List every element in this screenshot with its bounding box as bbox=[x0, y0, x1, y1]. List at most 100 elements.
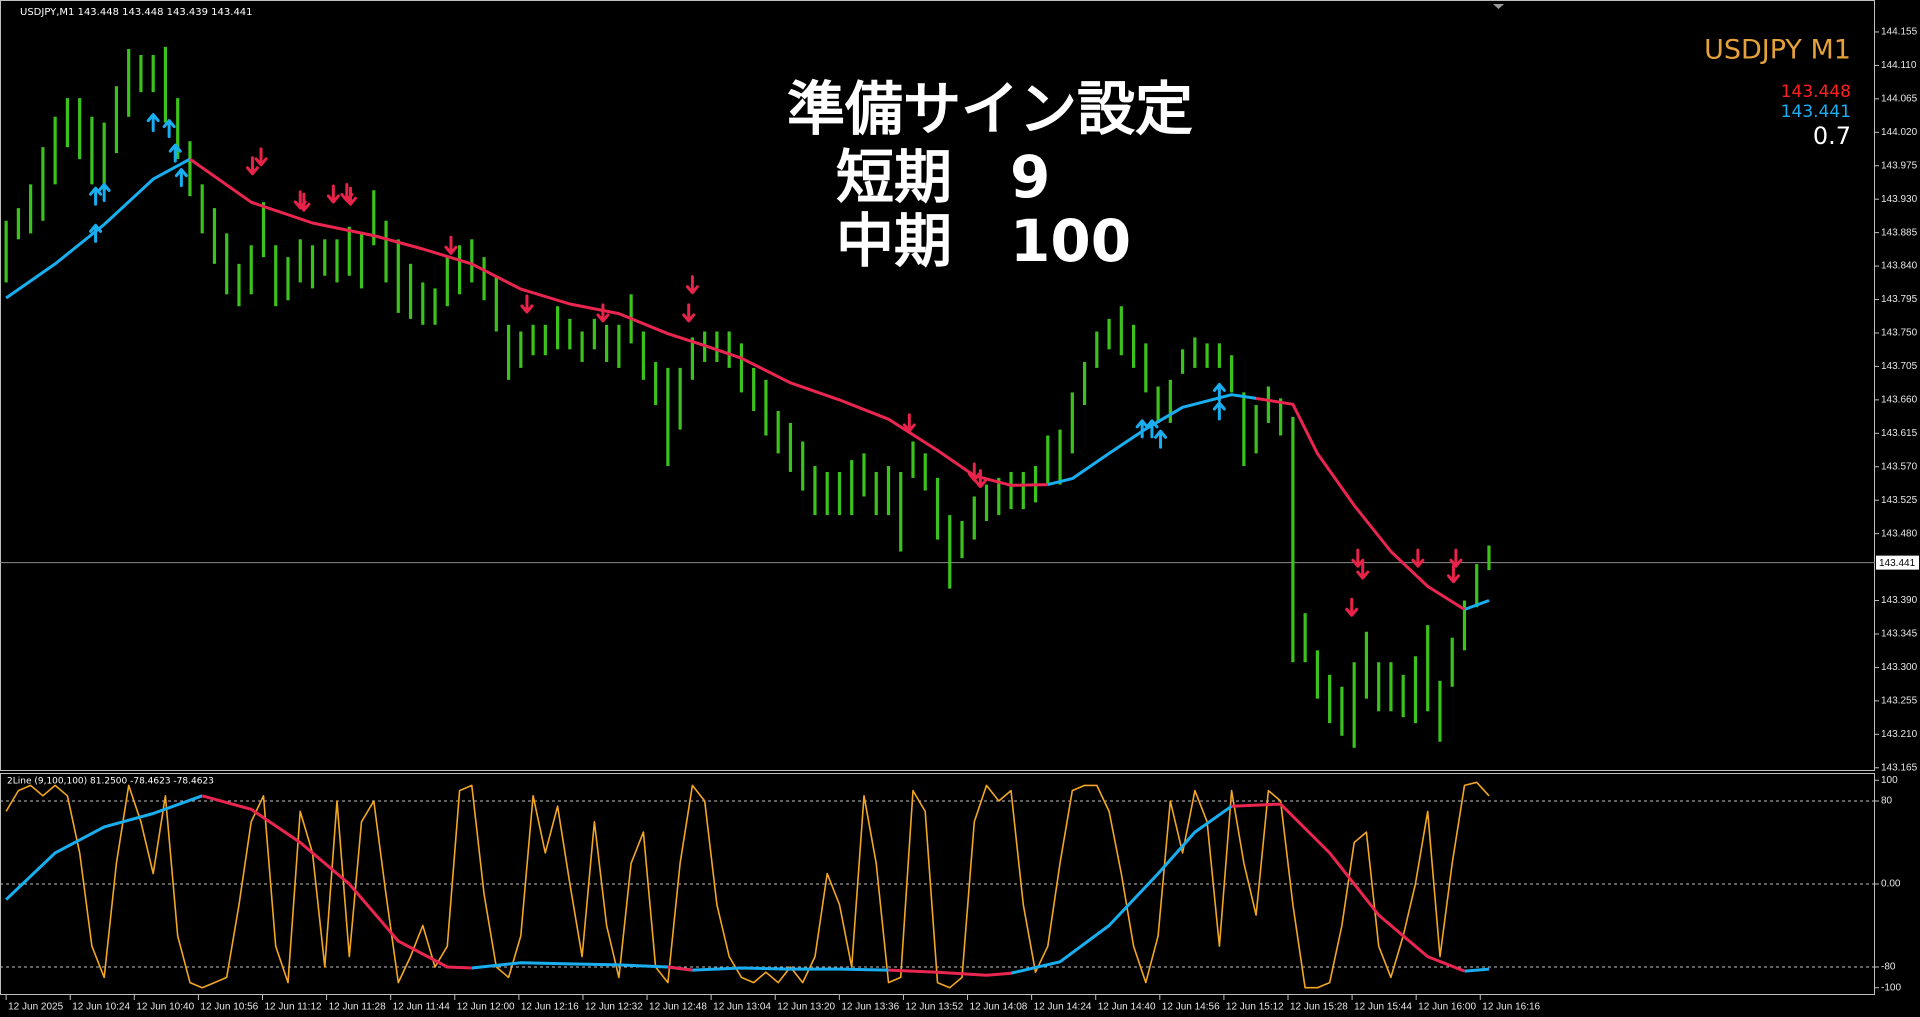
signal-arrow-up bbox=[1145, 419, 1159, 439]
x-tick-label: 12 Jun 14:24 bbox=[1034, 1002, 1092, 1013]
signal-arrow-up bbox=[1135, 419, 1149, 439]
signal-arrow-up bbox=[146, 113, 160, 133]
signal-arrow-down bbox=[1356, 560, 1370, 580]
x-tick-label: 12 Jun 15:44 bbox=[1354, 1002, 1412, 1013]
y-tick-label: 143.165 bbox=[1881, 762, 1918, 773]
y-tick-label: 143.660 bbox=[1881, 395, 1918, 406]
x-tick-label: 12 Jun 10:40 bbox=[136, 1002, 194, 1013]
signal-arrow-down bbox=[254, 147, 268, 167]
current-price-box bbox=[1876, 555, 1919, 570]
y-tick-label: 143.480 bbox=[1881, 528, 1918, 539]
y-tick-label: 143.885 bbox=[1881, 227, 1918, 238]
x-tick-label: 12 Jun 12:00 bbox=[457, 1002, 515, 1013]
x-tick-label: 12 Jun 15:12 bbox=[1226, 1002, 1284, 1013]
signal-arrow-down bbox=[1446, 564, 1460, 584]
signal-arrow-up bbox=[174, 168, 188, 188]
x-tick-label: 12 Jun 12:16 bbox=[521, 1002, 579, 1013]
overlay-title: 準備サイン設定 bbox=[787, 75, 1193, 143]
signal-arrow-down bbox=[245, 156, 259, 176]
y-tick-label: -100 bbox=[1881, 982, 1901, 993]
y-tick-label: 143.705 bbox=[1881, 361, 1918, 372]
signal-arrow-down bbox=[297, 192, 311, 212]
main-pane-border bbox=[0, 0, 1875, 771]
moving-average bbox=[5, 157, 1490, 611]
signal-arrow-up bbox=[1212, 401, 1226, 421]
y-tick-label: 143.975 bbox=[1881, 160, 1918, 171]
info-symbol: USDJPY M1 bbox=[1704, 35, 1851, 66]
y-tick-label: 144.110 bbox=[1881, 60, 1917, 71]
signal-arrow-down bbox=[326, 184, 340, 204]
signal-arrow-up bbox=[1212, 382, 1226, 402]
signal-arrow-down bbox=[973, 469, 987, 489]
x-tick-label: 12 Jun 15:28 bbox=[1290, 1002, 1348, 1013]
x-tick-label: 12 Jun 16:00 bbox=[1418, 1002, 1476, 1013]
signal-arrow-down bbox=[444, 235, 458, 255]
y-tick-label: 144.155 bbox=[1881, 27, 1918, 38]
y-tick-label: 143.570 bbox=[1881, 461, 1918, 472]
symbol-info: USDJPY,M1 143.448 143.448 143.439 143.44… bbox=[20, 7, 253, 18]
signal-arrow-down bbox=[1345, 597, 1359, 617]
current-price-label: 143.441 bbox=[1879, 558, 1916, 569]
x-tick-label: 12 Jun 12:48 bbox=[649, 1002, 707, 1013]
x-tick-label: 12 Jun 10:24 bbox=[72, 1002, 130, 1013]
info-bid: 143.448 bbox=[1781, 82, 1851, 102]
info-ask: 143.441 bbox=[1781, 102, 1851, 122]
overlay-mid: 中期 100 bbox=[836, 207, 1131, 275]
signal-arrow-up bbox=[1154, 429, 1168, 449]
signal-arrow-up bbox=[162, 119, 176, 139]
signal-arrow-down bbox=[520, 294, 534, 314]
y-tick-label: 0.00 bbox=[1881, 879, 1901, 890]
x-tick-label: 12 Jun 12:32 bbox=[585, 1002, 643, 1013]
y-tick-label: 143.390 bbox=[1881, 595, 1918, 606]
overlay-short: 短期 9 bbox=[836, 143, 1050, 211]
signal-arrow-down bbox=[343, 186, 357, 206]
x-tick-label: 12 Jun 13:04 bbox=[713, 1002, 771, 1013]
signal-arrow-down bbox=[1351, 548, 1365, 568]
x-tick-label: 12 Jun 13:36 bbox=[841, 1002, 899, 1013]
y-tick-label: 143.300 bbox=[1881, 662, 1918, 673]
y-tick-label: 144.065 bbox=[1881, 93, 1918, 104]
signal-arrow-down bbox=[685, 275, 699, 295]
moving-average bbox=[189, 157, 1466, 611]
y-tick-label: 143.345 bbox=[1881, 629, 1918, 640]
x-tick-label: 12 Jun 11:12 bbox=[265, 1002, 323, 1013]
y-tick-label: 143.525 bbox=[1881, 495, 1918, 506]
signal-arrow-up bbox=[97, 183, 111, 202]
x-tick-label: 12 Jun 11:44 bbox=[393, 1002, 451, 1013]
y-tick-label: 143.795 bbox=[1881, 294, 1918, 305]
y-tick-label: 143.840 bbox=[1881, 261, 1918, 272]
x-tick-label: 12 Jun 16:16 bbox=[1482, 1002, 1540, 1013]
y-tick-label: 143.210 bbox=[1881, 729, 1918, 740]
y-tick-label: -80 bbox=[1881, 962, 1896, 973]
indicator-label: 2Line (9,100,100) 81.2500 -78.4623 -78.4… bbox=[7, 777, 214, 787]
y-tick-label: 143.750 bbox=[1881, 328, 1918, 339]
slow-line bbox=[201, 794, 1466, 977]
x-tick-label: 12 Jun 14:08 bbox=[970, 1002, 1028, 1013]
x-tick-label: 12 Jun 13:20 bbox=[777, 1002, 835, 1013]
signal-arrow-up bbox=[89, 186, 103, 206]
signal-arrow-up bbox=[89, 223, 103, 243]
fast-line bbox=[5, 781, 1490, 989]
x-tick-label: 12 Jun 10:56 bbox=[200, 1002, 258, 1013]
y-tick-label: 144.020 bbox=[1881, 127, 1918, 138]
x-tick-label: 12 Jun 11:28 bbox=[329, 1002, 387, 1013]
y-tick-label: 143.930 bbox=[1881, 194, 1918, 205]
y-tick-label: 143.615 bbox=[1881, 428, 1918, 439]
y-tick-label: 143.255 bbox=[1881, 696, 1918, 707]
shift-marker bbox=[1493, 4, 1504, 9]
signal-arrow-down bbox=[596, 303, 610, 323]
x-tick-label: 12 Jun 13:52 bbox=[905, 1002, 963, 1013]
x-tick-label: 12 Jun 14:56 bbox=[1162, 1002, 1220, 1013]
signal-arrow-down bbox=[1411, 548, 1425, 568]
y-tick-label: 80 bbox=[1881, 796, 1893, 807]
x-tick-label: 12 Jun 2025 bbox=[8, 1002, 63, 1013]
signal-arrow-down bbox=[1449, 548, 1463, 568]
y-tick-label: 100 bbox=[1881, 775, 1898, 786]
signal-arrow-up bbox=[168, 143, 182, 163]
x-tick-label: 12 Jun 14:40 bbox=[1098, 1002, 1156, 1013]
signal-arrow-down bbox=[682, 303, 696, 323]
signal-arrow-down bbox=[902, 413, 916, 433]
